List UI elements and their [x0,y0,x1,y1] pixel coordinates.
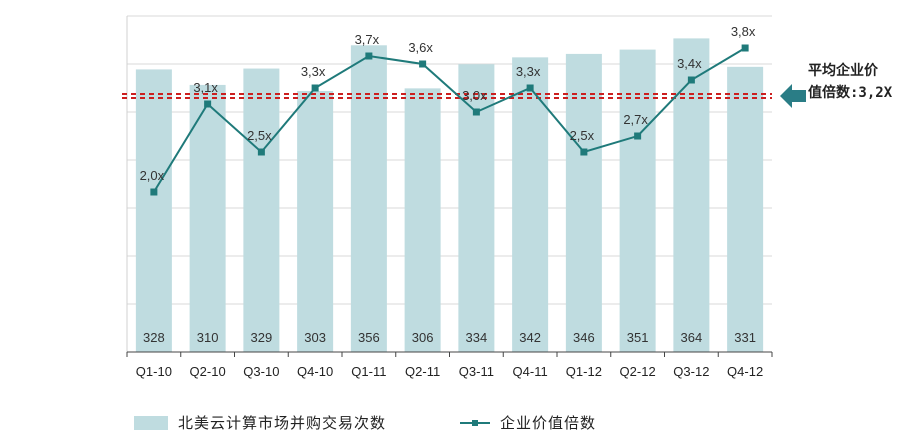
bar-series [135,38,764,353]
line-point [741,44,749,52]
average-reference-line [122,93,772,99]
legend: 北美云计算市场并购交易次数 企业价值倍数 [0,412,920,438]
bar-value-label: 356 [358,330,380,345]
line-point [687,76,695,84]
bar [350,45,387,353]
x-tick-label: Q3-12 [673,364,709,379]
line-series [150,44,749,196]
bar [243,68,280,353]
bar-value-label: 328 [143,330,165,345]
x-tick-label: Q4-11 [513,364,548,379]
x-axis: Q1-10 Q2-10 Q3-10 Q4-10 Q1-11 Q2-11 Q3-11 Q4-11… [126,351,773,379]
line-value-label: 3,4x [677,56,702,71]
line-swatch-icon [460,416,490,430]
x-tick-label: Q1-11 [351,364,386,379]
bar [135,69,172,353]
bar-swatch-icon [134,415,168,430]
line-value-label: 3,6x [408,40,433,55]
gridlines [126,15,772,353]
x-tick-label: Q4-12 [727,364,763,379]
line-value-label: 2,0x [140,168,165,183]
x-tick-label: Q2-12 [620,364,656,379]
arrow-shape [780,84,806,108]
x-tick-label: Q1-12 [566,364,602,379]
line-value-label: 3,7x [355,32,380,47]
x-tick-label: Q3-10 [243,364,279,379]
line-point [365,52,373,60]
legend-label-bars: 北美云计算市场并购交易次数 [178,414,387,432]
bar [297,90,334,352]
line-value-label: 2,7x [623,112,648,127]
bar [512,57,549,352]
x-tick-label: Q4-10 [297,364,333,379]
bar [727,66,764,352]
legend-item-bars: 北美云计算市场并购交易次数 [134,412,386,433]
line-value-labels: 2,0x 3,1x 2,5x 3,3x 3,7x 3,6x 3,0x 3,3x 2,5x 2,7x… [140,24,756,183]
average-arrow-icon [780,84,806,108]
bar-value-label: 310 [197,330,219,345]
bar-value-label: 346 [573,330,595,345]
line-value-label: 3,8x [731,24,756,39]
line-point [419,60,427,68]
bar-value-labels: 328 310 329 303 356 306 334 342 346 351 364 331 [143,330,756,345]
chart-canvas: 328 310 329 303 356 306 334 342 346 351 364 331 2,0… [122,15,806,379]
average-multiple-label: 平均企业价 值倍数:3,2X [808,63,893,101]
line-path [153,47,746,193]
bar-value-label: 331 [734,330,756,345]
x-tick-label: Q3-11 [459,364,494,379]
line-value-label: 2,5x [247,128,272,143]
line-value-label: 3,1x [193,80,218,95]
line-point [257,148,265,156]
bar [619,49,656,352]
line-value-label: 2,5x [570,128,595,143]
line-value-label: 3,0x [462,88,487,103]
bar-value-label: 303 [304,330,326,345]
line-point [311,84,319,92]
bar [404,88,441,352]
bar [189,84,226,352]
line-value-label: 3,3x [516,64,541,79]
x-tick-label: Q1-10 [136,364,172,379]
x-tick-label: Q2-11 [405,364,440,379]
line-value-label: 3,3x [301,64,326,79]
line-point [150,188,158,196]
line-point [472,108,480,116]
bar-value-label: 306 [412,330,434,345]
line-point [204,100,212,108]
bar-value-label: 329 [251,330,273,345]
bar-value-label: 351 [627,330,649,345]
line-point [634,132,642,140]
line-point [580,148,588,156]
bar-value-label: 334 [466,330,488,345]
x-tick-label: Q2-10 [190,364,226,379]
bar-value-label: 364 [681,330,703,345]
bar [565,53,602,353]
bar-value-label: 342 [519,330,541,345]
legend-item-line: 企业价值倍数 [460,412,596,433]
bar [673,38,710,353]
line-point [526,84,534,92]
legend-label-line: 企业价值倍数 [500,414,597,432]
